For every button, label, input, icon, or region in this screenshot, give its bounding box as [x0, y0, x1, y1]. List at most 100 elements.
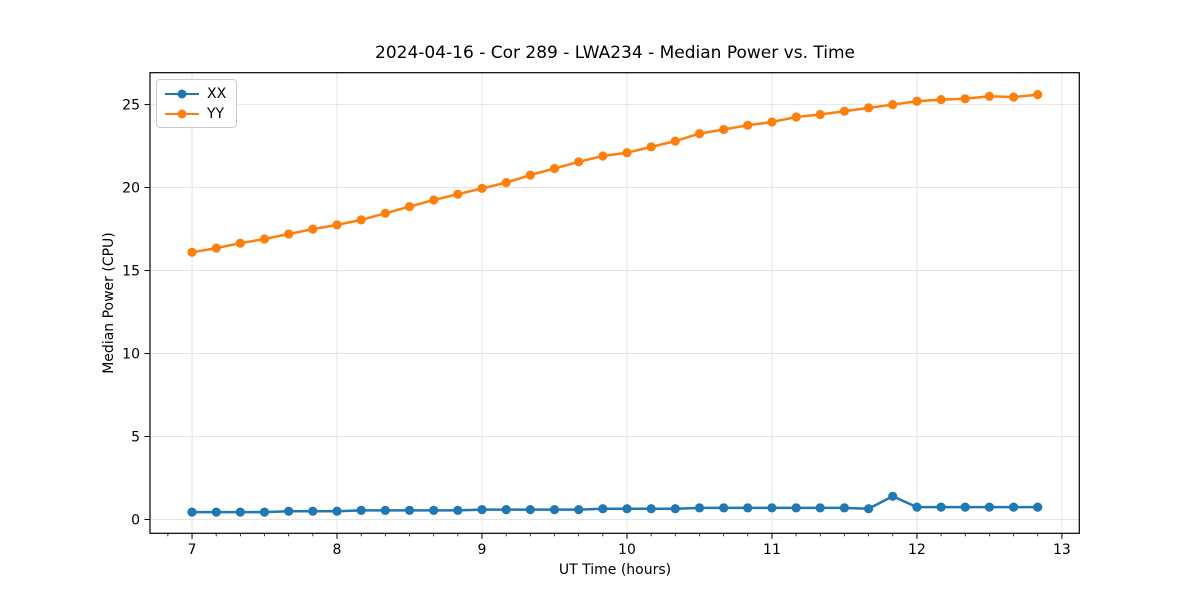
- series-YY-point: [501, 178, 511, 188]
- series-YY-point: [356, 215, 366, 225]
- axes-spines: [149, 72, 1080, 534]
- series-XX-point: [960, 502, 970, 512]
- chart-title: 2024-04-16 - Cor 289 - LWA234 - Median P…: [375, 43, 855, 63]
- series-YY-point: [743, 120, 753, 130]
- series-YY-point: [936, 95, 946, 105]
- y-tick-label: 10: [122, 346, 140, 362]
- series-YY-point: [404, 202, 415, 212]
- series-XX-point: [259, 507, 270, 517]
- series-XX-point: [1009, 502, 1019, 512]
- y-tick-label: 25: [122, 97, 140, 113]
- series-YY-point: [815, 109, 825, 120]
- series-XX-point: [308, 506, 318, 516]
- series-XX-point: [1033, 502, 1043, 512]
- series-YY-point: [864, 103, 874, 113]
- legend-line-marker-icon: [165, 109, 199, 119]
- legend-item-yy: YY: [165, 105, 226, 122]
- series-XX-point: [598, 504, 608, 514]
- y-axis-ticks: 0 5 10 15 20 25: [122, 97, 150, 528]
- series-YY-point: [598, 151, 608, 161]
- y-tick-label: 5: [131, 429, 140, 445]
- series-YY-point: [646, 142, 656, 152]
- series-XX-point: [888, 491, 898, 501]
- series-YY-point: [187, 247, 197, 257]
- x-tick-label: 10: [618, 542, 636, 558]
- series-YY-point: [719, 124, 729, 135]
- series-XX-point: [332, 506, 342, 516]
- series-YY-point: [767, 117, 777, 127]
- series-YY-point: [525, 170, 535, 180]
- series-YY-point: [574, 157, 584, 167]
- series-XX-point: [743, 503, 753, 513]
- legend: XX YY: [156, 79, 238, 128]
- series-YY-point: [694, 129, 705, 139]
- series-YY-point: [1009, 92, 1019, 102]
- series-XX-point: [912, 502, 922, 512]
- series-YY-point: [235, 238, 245, 248]
- series-XX-point: [670, 504, 680, 514]
- series-XX-point: [211, 507, 221, 517]
- x-tick-label: 13: [1053, 542, 1071, 558]
- x-axis-ticks: 7 8 9 10 11 12 13: [188, 533, 1071, 558]
- series-XX-point: [791, 503, 801, 513]
- y-axis-label: Median Power (CPU): [101, 232, 117, 374]
- series-XX-point: [501, 505, 511, 515]
- series-YY-point: [839, 106, 850, 116]
- x-axis-label: UT Time (hours): [558, 562, 672, 578]
- series-XX-point: [284, 506, 294, 516]
- series-YY-point: [380, 208, 390, 218]
- legend-line-marker-icon: [165, 89, 199, 99]
- series-XX-point: [864, 504, 874, 514]
- series-XX-point: [694, 503, 705, 513]
- series-XX-line: [190, 495, 1039, 514]
- y-tick-label: 20: [122, 180, 140, 196]
- series-YY-point: [429, 195, 439, 205]
- series-XX-point: [622, 504, 632, 514]
- series-XX-point: [429, 505, 439, 515]
- series-XX-point: [839, 503, 850, 513]
- series-XX-point: [356, 505, 366, 515]
- series-XX-point: [574, 505, 584, 515]
- series-YY-point: [960, 94, 970, 104]
- series-XX: [187, 491, 1043, 517]
- series-YY: [187, 90, 1043, 257]
- series-YY-point: [211, 243, 221, 253]
- series-YY-point: [477, 183, 487, 193]
- series-XX-point: [404, 505, 415, 515]
- x-tick-label: 7: [188, 542, 197, 558]
- x-tick-label: 9: [478, 542, 487, 558]
- series-XX-point: [477, 505, 487, 515]
- series-YY-point: [308, 224, 318, 234]
- series-XX-point: [646, 504, 656, 514]
- series-YY-point: [1033, 90, 1043, 100]
- grid: [150, 72, 1080, 534]
- legend-label: XX: [207, 85, 227, 102]
- x-tick-label: 8: [333, 542, 342, 558]
- legend-label: YY: [207, 105, 225, 122]
- legend-item-xx: XX: [165, 85, 226, 102]
- series-XX-point: [936, 502, 946, 512]
- series-YY-point: [332, 220, 342, 230]
- series-XX-point: [235, 507, 245, 517]
- series-YY-point: [549, 163, 560, 174]
- series-YY-line: [190, 93, 1039, 254]
- series-XX-point: [815, 503, 825, 513]
- series-YY-point: [670, 136, 680, 146]
- series-YY-point: [622, 148, 632, 158]
- series-XX-point: [719, 503, 729, 513]
- series-XX-point: [549, 505, 560, 515]
- series-YY-point: [791, 112, 801, 122]
- y-tick-label: 0: [131, 512, 140, 528]
- series-YY-point: [912, 96, 922, 106]
- series-XX-point: [767, 503, 777, 513]
- series-YY-point: [259, 234, 270, 244]
- series-YY-point: [453, 189, 463, 199]
- series-XX-point: [187, 507, 197, 517]
- x-tick-label: 11: [763, 542, 781, 558]
- series-YY-point: [888, 100, 898, 110]
- x-tick-label: 12: [908, 542, 926, 558]
- y-tick-label: 15: [122, 263, 140, 279]
- series-XX-point: [453, 505, 463, 515]
